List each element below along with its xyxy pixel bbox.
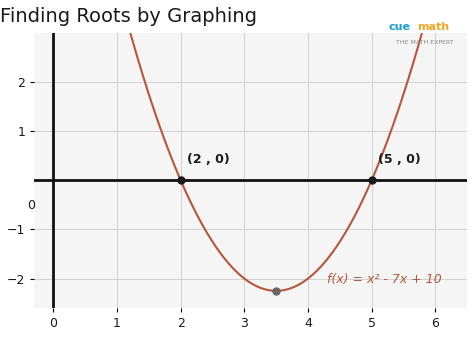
Text: Finding Roots by Graphing: Finding Roots by Graphing <box>0 7 257 26</box>
Text: (5 , 0): (5 , 0) <box>378 153 421 166</box>
Text: cue: cue <box>389 22 410 32</box>
Text: THE MATH EXPERT: THE MATH EXPERT <box>396 40 453 45</box>
Text: (2 , 0): (2 , 0) <box>187 153 230 166</box>
Text: math: math <box>417 22 449 32</box>
Text: 0: 0 <box>27 199 36 212</box>
Text: f(x) = x² - 7x + 10: f(x) = x² - 7x + 10 <box>327 274 442 286</box>
